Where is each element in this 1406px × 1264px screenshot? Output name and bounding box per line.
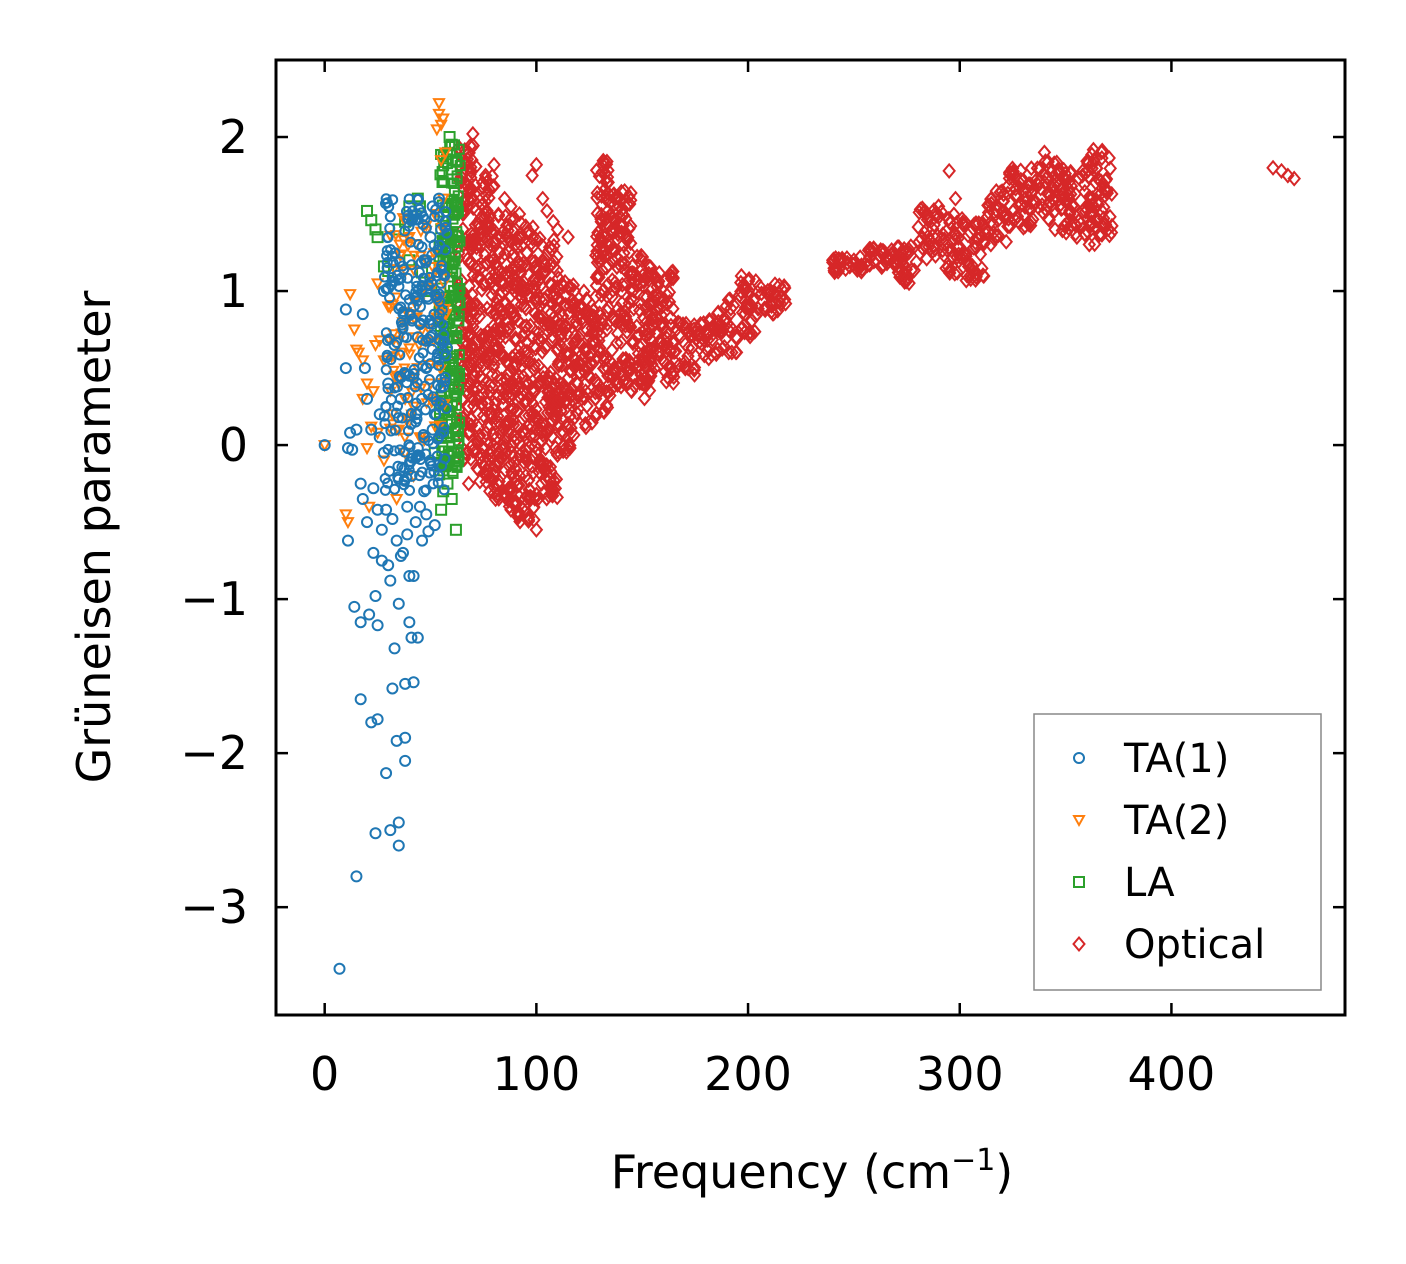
legend: TA(1) TA(2) LA Optical: [1034, 714, 1321, 990]
legend-label: LA: [1124, 860, 1175, 906]
data-point-optical: [541, 204, 552, 217]
data-point-ta-1-: [351, 871, 361, 881]
data-point-ta-1-: [394, 599, 404, 609]
x-axis-title-main: Frequency (cm: [611, 1145, 951, 1199]
data-point-ta-1-: [349, 602, 359, 612]
data-point-ta-2-: [343, 518, 353, 527]
data-point-la: [451, 525, 461, 535]
data-point-ta-1-: [356, 617, 366, 627]
data-point-ta-1-: [400, 756, 410, 766]
data-point-ta-1-: [377, 525, 387, 535]
y-tick-label: 2: [219, 110, 248, 164]
y-tick-label: −3: [180, 880, 248, 934]
legend-label: TA(1): [1123, 736, 1229, 782]
y-tick-label: 1: [219, 264, 248, 318]
data-point-ta-1-: [358, 309, 368, 319]
data-point-ta-1-: [381, 768, 391, 778]
data-point-ta-1-: [364, 610, 374, 620]
data-point-optical: [944, 164, 955, 177]
data-point-ta-1-: [394, 841, 404, 851]
x-tick-label: 200: [704, 1047, 792, 1101]
data-point-ta-1-: [405, 486, 414, 495]
y-tick-label: −2: [180, 726, 248, 780]
data-point-ta-1-: [413, 633, 423, 643]
data-point-ta-1-: [370, 828, 380, 838]
data-point-ta-1-: [411, 517, 421, 527]
data-point-ta-1-: [341, 305, 351, 315]
data-point-optical: [563, 231, 574, 244]
series-ta-1-: [320, 194, 452, 974]
data-point-optical: [463, 477, 474, 490]
data-point-ta-2-: [362, 444, 372, 453]
data-point-ta-1-: [343, 536, 353, 546]
data-point-ta-1-: [341, 363, 351, 373]
data-point-ta-1-: [387, 514, 397, 524]
data-point-ta-1-: [430, 520, 440, 530]
data-point-ta-1-: [398, 548, 408, 558]
x-tick-label: 400: [1128, 1047, 1216, 1101]
x-axis-title: Frequency (cm−1): [611, 1143, 1014, 1199]
gruneisen-scatter-chart: 0 100 200 300 400−3−2−1012 Frequency (cm−1) …: [0, 0, 1406, 1264]
data-point-optical: [489, 158, 500, 171]
legend-label: Optical: [1124, 922, 1265, 968]
x-tick-label: 100: [492, 1047, 580, 1101]
data-point-ta-1-: [385, 825, 395, 835]
legend-label: TA(2): [1123, 798, 1229, 844]
data-point-optical: [548, 215, 559, 228]
y-axis-title: Grüneisen parameter: [67, 290, 121, 783]
data-point-ta-1-: [356, 694, 366, 704]
data-point-ta-1-: [394, 817, 404, 827]
data-point-ta-1-: [390, 643, 400, 653]
x-tick-label: 0: [310, 1047, 339, 1101]
data-point-ta-1-: [402, 502, 412, 512]
data-point-la: [436, 505, 446, 515]
data-point-ta-1-: [370, 591, 380, 601]
data-point-optical: [639, 392, 650, 405]
data-point-ta-1-: [423, 526, 433, 536]
data-point-ta-2-: [438, 115, 448, 124]
data-point-ta-1-: [385, 576, 395, 586]
data-point-ta-1-: [356, 479, 366, 489]
data-point-ta-1-: [358, 494, 368, 504]
y-tick-label: 0: [219, 418, 248, 472]
data-point-ta-1-: [421, 509, 431, 519]
y-tick-label: −1: [180, 572, 248, 626]
series-optical: [453, 127, 1300, 536]
data-point-ta-1-: [335, 964, 345, 974]
data-point-optical: [950, 192, 961, 205]
data-point-ta-2-: [434, 99, 444, 108]
data-point-ta-1-: [387, 395, 396, 404]
data-point-ta-1-: [402, 529, 412, 539]
x-axis-title-tail: ): [995, 1145, 1013, 1199]
data-point-ta-2-: [345, 290, 355, 299]
data-point-ta-2-: [349, 326, 359, 335]
x-axis-title-exponent: −1: [951, 1143, 995, 1178]
data-point-ta-1-: [386, 212, 395, 221]
x-tick-label: 300: [916, 1047, 1004, 1101]
data-point-ta-1-: [392, 536, 402, 546]
data-point-ta-1-: [360, 363, 370, 373]
data-point-ta-1-: [387, 683, 397, 693]
data-point-ta-1-: [368, 483, 378, 493]
data-point-ta-1-: [417, 536, 427, 546]
data-point-ta-1-: [362, 517, 372, 527]
data-point-ta-2-: [392, 495, 402, 504]
data-point-ta-1-: [426, 232, 436, 242]
data-point-ta-1-: [368, 548, 378, 558]
series-ta-2-: [320, 99, 451, 527]
data-point-ta-1-: [382, 365, 391, 374]
data-point-ta-1-: [404, 617, 414, 627]
data-point-ta-1-: [373, 620, 383, 630]
data-point-optical: [537, 192, 548, 205]
